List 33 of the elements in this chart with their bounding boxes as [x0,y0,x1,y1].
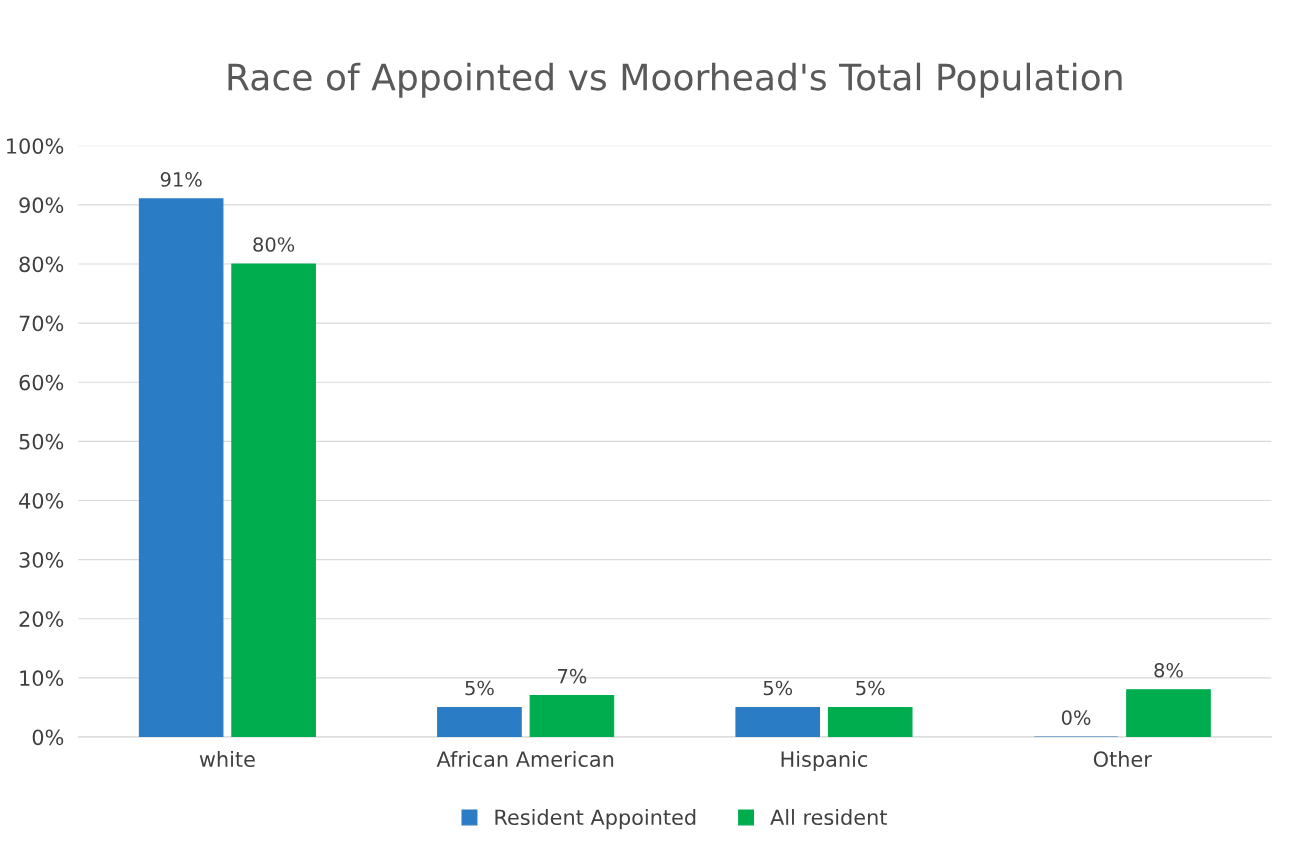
y-tick-label: 20% [19,611,64,627]
x-tick-label: African American [436,750,614,768]
chart-title: Race of Appointed vs Moorhead's Total Population [228,62,1122,98]
data-label: 5% [465,680,494,696]
data-label: 5% [763,680,793,696]
y-tick-label: 10% [20,670,64,687]
y-tick-label: 60% [19,374,64,391]
bar [827,706,913,738]
x-tick-label: white [199,750,255,768]
bar [735,706,821,738]
bar [529,695,615,738]
data-label: 0% [1061,710,1091,725]
y-tick-label: 30% [19,552,64,568]
legend-label: Resident Appointed [495,808,696,830]
bar [138,198,224,738]
y-tick-label: 70% [19,315,64,332]
y-tick-label: 0% [32,729,64,746]
y-tick-label: 50% [19,433,64,450]
y-tick-label: 90% [19,197,64,214]
data-label: 80% [253,237,295,252]
x-tick-label: Hispanic [781,750,868,772]
data-label: 91% [160,172,202,187]
bar [231,263,316,738]
data-label: 7% [558,668,587,684]
y-tick-label: 80% [19,256,64,273]
bar [1126,689,1211,738]
legend-label: All resident [770,808,887,826]
y-tick-label: 100% [7,138,64,154]
data-label: 8% [1154,662,1183,678]
y-tick-label: 40% [19,492,64,509]
x-tick-label: Other [1093,750,1152,768]
data-label: 5% [856,680,885,696]
bar [437,706,522,738]
